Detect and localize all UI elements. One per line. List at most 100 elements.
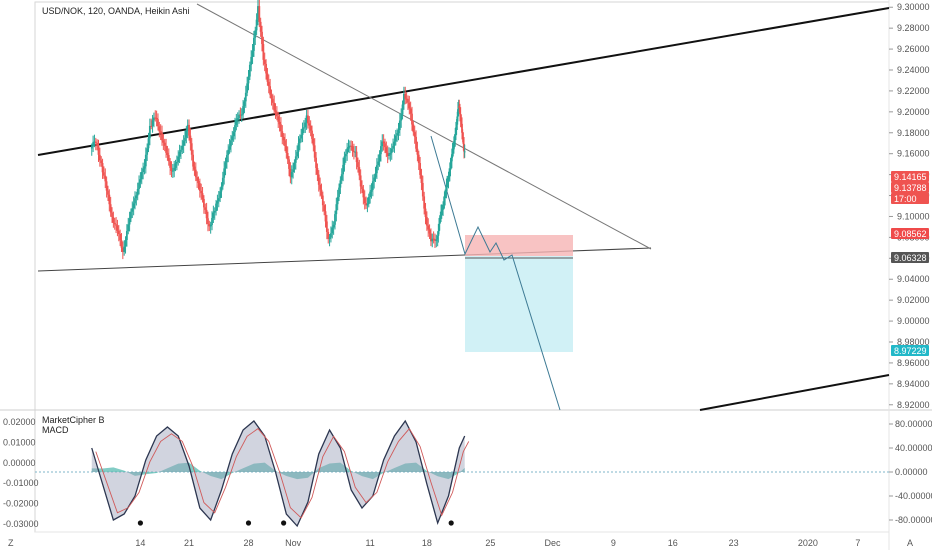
candle-body: [107, 190, 109, 195]
indicator-right-label: 80.00000: [895, 419, 932, 429]
candle-body: [323, 205, 326, 212]
candle-body: [437, 231, 440, 236]
candle-body: [227, 149, 230, 156]
chart-title: USD/NOK, 120, OANDA, Heikin Ashi: [42, 6, 190, 16]
candle-body: [288, 159, 290, 169]
time-axis[interactable]: 14 21 28 Nov 11 18 25 Dec 9 16 23 2020 7: [135, 538, 860, 548]
descending-trendline[interactable]: [196, 3, 652, 250]
candle-body: [208, 223, 211, 227]
candle-body: [370, 190, 373, 192]
candle-body: [316, 167, 319, 175]
candle-body: [244, 92, 247, 102]
stop-loss-zone[interactable]: [465, 235, 573, 256]
candle-body: [343, 156, 346, 165]
candle-body: [207, 218, 209, 224]
candle-body: [342, 164, 344, 175]
candle-body: [298, 138, 301, 144]
candle-body: [174, 163, 177, 168]
candle-body: [250, 56, 253, 65]
candle-body: [386, 152, 389, 156]
candle-body: [142, 168, 145, 173]
candle-body: [125, 231, 128, 241]
upper-trendline[interactable]: [37, 7, 890, 156]
candle-body: [235, 119, 238, 126]
candle-body: [157, 119, 159, 127]
candle-body: [375, 165, 378, 174]
candle-body: [280, 124, 282, 132]
candle-body: [385, 147, 388, 153]
candle-body: [184, 137, 186, 142]
candle-body: [263, 59, 266, 64]
candle-body: [121, 247, 124, 252]
price-tick-label: 9.00000: [897, 316, 930, 326]
candle-body: [313, 145, 316, 158]
candle-body: [352, 151, 355, 153]
lower-channel-line[interactable]: [699, 374, 890, 411]
candle-body: [328, 237, 331, 239]
candle-body: [303, 127, 305, 129]
candle-body: [217, 198, 220, 202]
candle-body: [221, 177, 224, 187]
candle-body: [173, 167, 176, 171]
candle-body: [300, 134, 303, 139]
candle-body: [277, 116, 280, 122]
wave-line-1: [91, 419, 466, 528]
candle-body: [105, 181, 108, 191]
settings-corner-left[interactable]: Z: [8, 538, 14, 548]
candle-body: [134, 198, 136, 204]
candle-body: [317, 174, 320, 185]
candle-body: [388, 154, 390, 156]
candle-body: [357, 162, 359, 168]
candle-body: [392, 145, 394, 149]
time-tick-label: 7: [855, 538, 860, 548]
price-badge-bg: [891, 345, 929, 356]
candle-body: [284, 140, 286, 147]
candle-body: [332, 224, 335, 228]
wave-line-2: [95, 427, 470, 519]
candle-body: [408, 102, 411, 109]
take-profit-zone[interactable]: [465, 256, 573, 352]
candle-body: [271, 98, 274, 103]
candle-body: [166, 152, 169, 156]
candle-body: [154, 117, 157, 119]
candle-body: [446, 182, 449, 186]
candle-body: [251, 50, 254, 57]
candle-body: [104, 175, 107, 182]
candle-body: [224, 162, 227, 169]
candle-body: [247, 76, 250, 84]
candle-body: [216, 201, 219, 204]
projection-path[interactable]: [430, 135, 561, 411]
candle-body: [294, 156, 297, 163]
indicator-left-label: 0.01000: [3, 438, 36, 448]
candle-body: [131, 208, 134, 212]
candle-body: [169, 161, 172, 168]
time-tick-label: 16: [668, 538, 678, 548]
candle-body: [336, 196, 339, 205]
candle-body: [111, 212, 113, 218]
candle-body: [446, 182, 449, 184]
price-badge-bg: [891, 228, 929, 239]
candle-body: [301, 128, 304, 135]
time-tick-label: 28: [243, 538, 253, 548]
candle-body: [404, 93, 407, 99]
candle-body: [140, 172, 143, 180]
candle-body: [381, 141, 384, 147]
candle-body: [292, 169, 294, 173]
candle-body: [189, 135, 192, 144]
candle-body: [453, 139, 456, 142]
trendline-drawings[interactable]: [37, 3, 890, 411]
candle-body: [455, 127, 457, 136]
auto-scale-button[interactable]: A: [907, 538, 913, 548]
price-badge-label: 8.97229: [894, 346, 927, 356]
candle-body: [371, 181, 374, 191]
candle-body: [269, 86, 272, 95]
candle-body: [98, 154, 101, 161]
price-tick-label: 9.16000: [897, 149, 930, 159]
candle-body: [321, 195, 324, 206]
candle-body: [457, 109, 459, 117]
price-badge-bg: [891, 171, 929, 182]
candle-body: [424, 208, 427, 217]
candle-body: [358, 167, 361, 176]
candle-body: [359, 175, 362, 187]
